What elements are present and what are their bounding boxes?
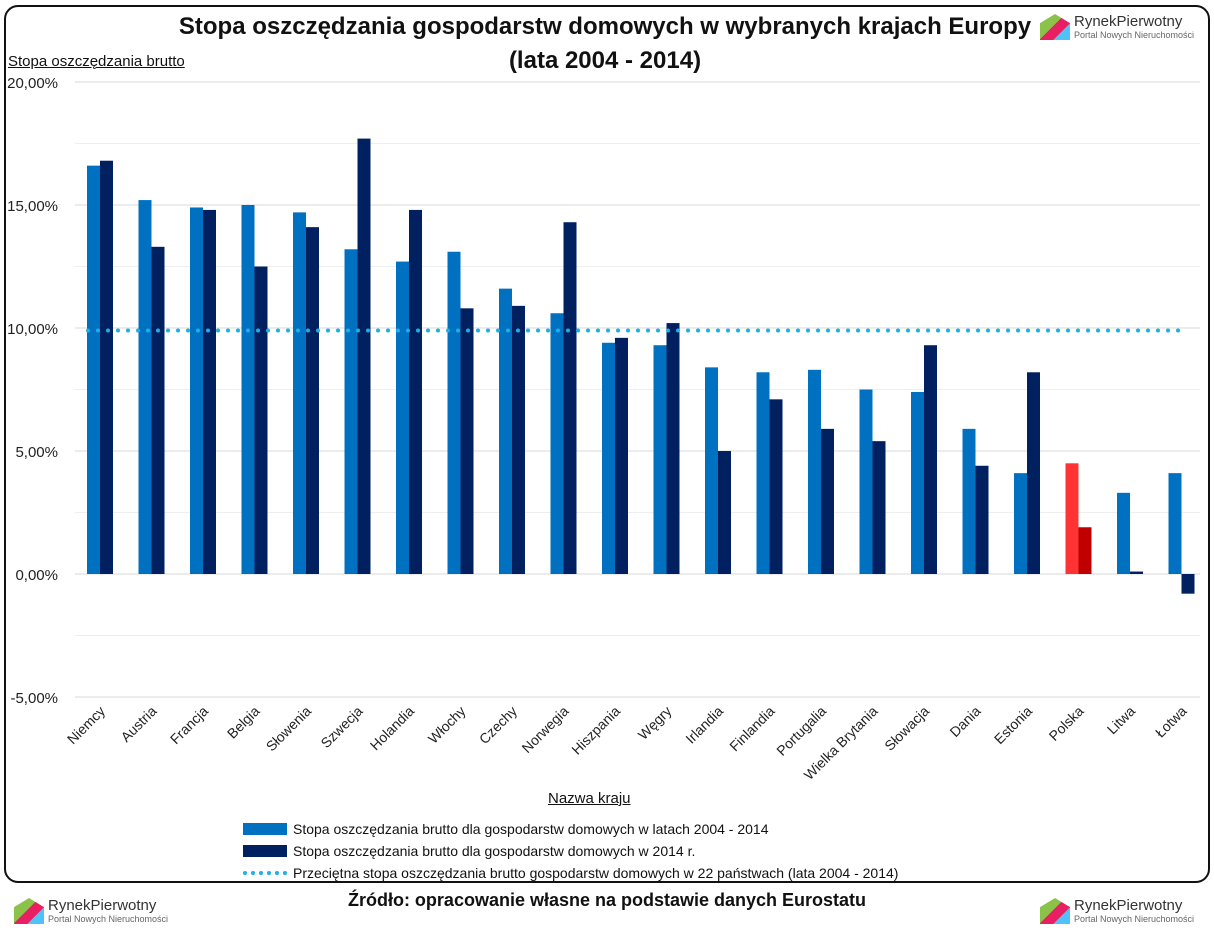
legend-item-average: Przeciętna stopa oszczędzania brutto gos…	[243, 862, 898, 884]
x-axis-label: Nazwa kraju	[548, 790, 631, 807]
house-logo-icon	[1040, 898, 1070, 924]
x-tick-label: Finlandia	[726, 703, 778, 755]
bar-period	[87, 165, 100, 574]
bar-2014	[1130, 571, 1143, 574]
bar-2014	[1027, 372, 1040, 574]
legend-swatch	[243, 871, 287, 875]
bar-2014	[821, 428, 834, 574]
x-tick-label: Holandia	[367, 703, 418, 754]
bar-2014	[100, 160, 113, 574]
chart-frame	[4, 5, 1210, 883]
x-tick-label: Hiszpania	[568, 703, 623, 758]
bar-period	[447, 251, 461, 575]
x-tick-label: Czechy	[476, 703, 520, 747]
bar-period	[1014, 473, 1027, 574]
bar-period	[1065, 463, 1079, 574]
y-tick-label: 0,00%	[15, 567, 58, 584]
logo-name: RynekPierwotny	[48, 897, 157, 914]
bar-period	[190, 207, 203, 574]
x-tick-label: Niemcy	[64, 703, 108, 747]
legend-swatch	[243, 823, 287, 835]
logo-tagline: Portal Nowych Nieruchomości	[1074, 30, 1195, 40]
legend: Stopa oszczędzania brutto dla gospodarst…	[243, 818, 898, 884]
y-tick-label: 15,00%	[7, 198, 58, 215]
x-tick-label: Belgia	[224, 703, 263, 742]
bar-period	[1168, 473, 1182, 574]
x-tick-label: Francja	[167, 703, 211, 747]
logo-name: RynekPierwotny	[1074, 13, 1183, 30]
bar-2014	[1078, 527, 1092, 574]
bar-period	[602, 342, 615, 574]
x-tick-label: Dania	[946, 703, 983, 740]
x-tick-label: Estonia	[991, 703, 1035, 747]
y-tick-label: 5,00%	[15, 444, 58, 461]
x-tick-label: Szwecja	[317, 703, 365, 751]
x-tick-label: Słowenia	[263, 703, 315, 755]
bar-period	[293, 212, 306, 574]
x-tick-label: Włochy	[425, 703, 469, 747]
legend-swatch	[243, 845, 287, 857]
bar-2014	[512, 305, 525, 574]
bar-2014	[203, 209, 216, 575]
x-tick-label: Łotwa	[1152, 703, 1190, 741]
bar-2014	[1181, 574, 1195, 594]
y-tick-label: 10,00%	[7, 321, 58, 338]
bar-2014	[306, 227, 319, 574]
bar-2014	[357, 138, 371, 574]
legend-label: Stopa oszczędzania brutto dla gospodarst…	[293, 821, 769, 837]
bar-period	[499, 288, 512, 574]
x-tick-label: Litwa	[1104, 703, 1139, 738]
bar-2014	[769, 399, 783, 574]
bar-period	[396, 261, 409, 574]
bar-2014	[718, 451, 731, 574]
legend-label: Stopa oszczędzania brutto dla gospodarst…	[293, 843, 696, 859]
bar-2014	[666, 323, 680, 574]
x-tick-label: Polska	[1046, 703, 1087, 744]
chart-title: Stopa oszczędzania gospodarstw domowych …	[178, 13, 1032, 74]
bar-period	[962, 428, 976, 574]
bar-2014	[563, 222, 577, 574]
legend-item-avg-period: Stopa oszczędzania brutto dla gospodarst…	[243, 818, 898, 840]
logo-tagline: Portal Nowych Nieruchomości	[48, 914, 169, 924]
y-tick-label: 20,00%	[7, 75, 58, 92]
logo-top-right: RynekPierwotny Portal Nowych Nieruchomośc…	[1040, 14, 1194, 40]
source-note: Źródło: opracowanie własne na podstawie …	[347, 890, 867, 910]
bar-2014	[460, 308, 474, 574]
legend-item-2014: Stopa oszczędzania brutto dla gospodarst…	[243, 840, 898, 862]
bar-period	[808, 369, 821, 574]
bar-period	[859, 389, 873, 574]
house-logo-icon	[1040, 14, 1070, 40]
y-tick-label: -5,00%	[10, 690, 58, 707]
bar-2014	[409, 209, 422, 575]
bar-period	[344, 249, 358, 574]
bar-period	[241, 205, 255, 574]
bar-period	[138, 200, 152, 574]
bar-2014	[151, 246, 165, 574]
x-tick-label: Słowacja	[881, 703, 932, 754]
bar-2014	[872, 441, 886, 574]
x-tick-label: Austria	[117, 703, 159, 745]
bar-period	[756, 372, 770, 574]
bar-period	[653, 345, 667, 574]
bar-period	[705, 367, 718, 574]
bar-2014	[615, 337, 628, 574]
legend-label: Przeciętna stopa oszczędzania brutto gos…	[293, 865, 899, 881]
bar-period	[911, 391, 924, 574]
bar-period	[1117, 492, 1130, 574]
logo-bottom-left: RynekPierwotny Portal Nowych Nieruchomośc…	[14, 898, 168, 924]
x-tick-label: Węgry	[635, 703, 675, 743]
x-tick-label: Irlandia	[682, 703, 726, 747]
logo-tagline: Portal Nowych Nieruchomości	[1074, 914, 1195, 924]
bar-2014	[924, 345, 937, 574]
logo-bottom-right: RynekPierwotny Portal Nowych Nieruchomośc…	[1040, 898, 1194, 924]
x-tick-label: Norwegia	[518, 703, 571, 756]
bar-period	[550, 313, 564, 574]
y-axis-label: Stopa oszczędzania brutto	[8, 53, 185, 70]
bar-2014	[975, 465, 989, 574]
bar-2014	[254, 266, 268, 574]
house-logo-icon	[14, 898, 44, 924]
logo-name: RynekPierwotny	[1074, 897, 1183, 914]
